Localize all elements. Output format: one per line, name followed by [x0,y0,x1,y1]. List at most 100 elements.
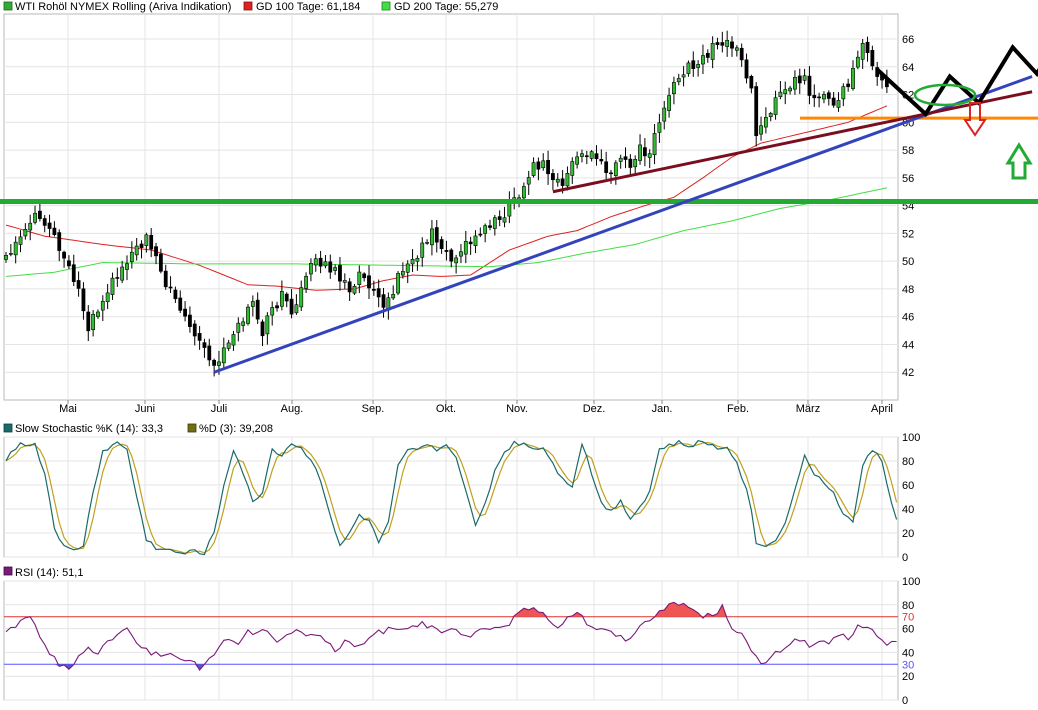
candle-up [802,75,807,81]
rsi-y-tick-label: 20 [902,671,914,683]
candle-down [488,225,492,228]
candle-down [749,75,754,89]
candle-down [328,261,333,273]
candle-up [309,262,313,275]
candle-up [783,89,788,95]
stochastic-panel: 0 20 40 60 80 100 Slow Stochastic %K (14): 33… [3,423,920,564]
candle-down [826,92,831,99]
legend-price: WTI Rohöl NYMEX Rolling (Ariva Indikatio… [15,1,231,13]
candle-down [381,294,386,308]
price-y-tick-label: 42 [902,367,914,379]
candle-down [739,47,744,61]
price-y-tick-label: 58 [902,145,914,157]
candle-up [430,228,434,246]
stochastic-legend: Slow Stochastic %K (14): 33,3 %D (3): 39… [3,423,273,435]
candle-down [870,49,875,67]
candle-up [463,241,468,255]
candle-down [599,159,604,162]
rsi-panel-frame [3,580,899,701]
legend-swatch-sto-k [3,423,13,433]
price-x-tick-label: März [796,403,820,415]
candle-up [710,43,715,60]
candle-down [846,83,851,88]
rsi-y-tick-label: 30 [902,659,914,671]
candle-up [304,275,308,289]
candle-up [410,258,415,265]
candle-down [154,246,158,257]
candle-down [158,253,163,272]
candle-up [860,43,865,60]
trendline-blue [213,75,1033,374]
stochastic-lines [5,439,898,556]
price-x-tick-label: Jan. [652,403,673,415]
candle-up [759,125,763,135]
candle-up [100,300,105,311]
candle-up [681,74,686,78]
candle-up [134,245,139,256]
stochastic-y-tick-label: 40 [902,504,914,516]
candle-up [323,261,328,267]
candle-up [575,156,580,165]
candle-up [589,151,594,159]
candle-up [531,162,536,176]
candle-up [555,178,560,183]
rsi-y-tick-label: 40 [902,647,914,659]
candle-up [13,241,18,256]
candle-up [459,251,463,257]
candle-down [163,270,168,288]
candle-up [734,47,739,51]
price-y-tick-label: 50 [902,256,914,268]
rsi-y-tick-label: 70 [902,612,914,624]
candle-down [478,233,483,236]
price-x-tick-label: Nov. [506,403,528,415]
candle-up [420,242,425,258]
candle-down [594,153,599,160]
highlight-ellipse [913,83,977,107]
candle-up [265,315,270,335]
candle-up [270,307,275,316]
candle-down [197,333,202,341]
candle-up [129,251,134,262]
candle-down [139,243,144,248]
candle-up [396,273,400,294]
candle-up [425,242,429,244]
candle-up [400,271,405,276]
candle-down [47,222,52,229]
candle-down [188,314,192,327]
price-y-tick-label: 48 [902,284,914,296]
candle-down [202,342,207,348]
candle-up [226,342,231,349]
candle-up [483,225,488,234]
candle-up [701,55,705,65]
candle-up [120,266,125,281]
candle-up [33,212,37,223]
candle-down [817,96,822,99]
candle-up [778,91,783,98]
candle-down [318,257,323,267]
rsi-line [5,601,897,671]
stochastic-y-axis: 0 20 40 60 80 100 [902,432,920,564]
price-x-tick-label: Juni [135,403,155,415]
candle-up [851,68,855,89]
candle-down [362,273,367,279]
candle-up [454,257,459,264]
rsi-lines [5,601,897,671]
price-x-tick-label: Okt. [436,403,456,415]
rsi-y-tick-label: 60 [902,624,914,636]
candle-down [865,41,870,53]
legend-rsi: RSI (14): 51,1 [15,567,83,579]
rsi-y-tick-label: 80 [902,600,914,612]
legend-swatch-sto-d [187,423,197,433]
legend-sto-k: Slow Stochastic %K (14): 33,3 [15,423,163,435]
rsi-overbought-fill [6,602,897,617]
candle-up [28,222,33,231]
candle-up [125,263,129,270]
rsi-legend: RSI (14): 51,1 [3,566,83,579]
candle-down [52,227,57,235]
candle-up [231,334,236,346]
candle-up [4,254,8,260]
candle-up [855,56,860,68]
